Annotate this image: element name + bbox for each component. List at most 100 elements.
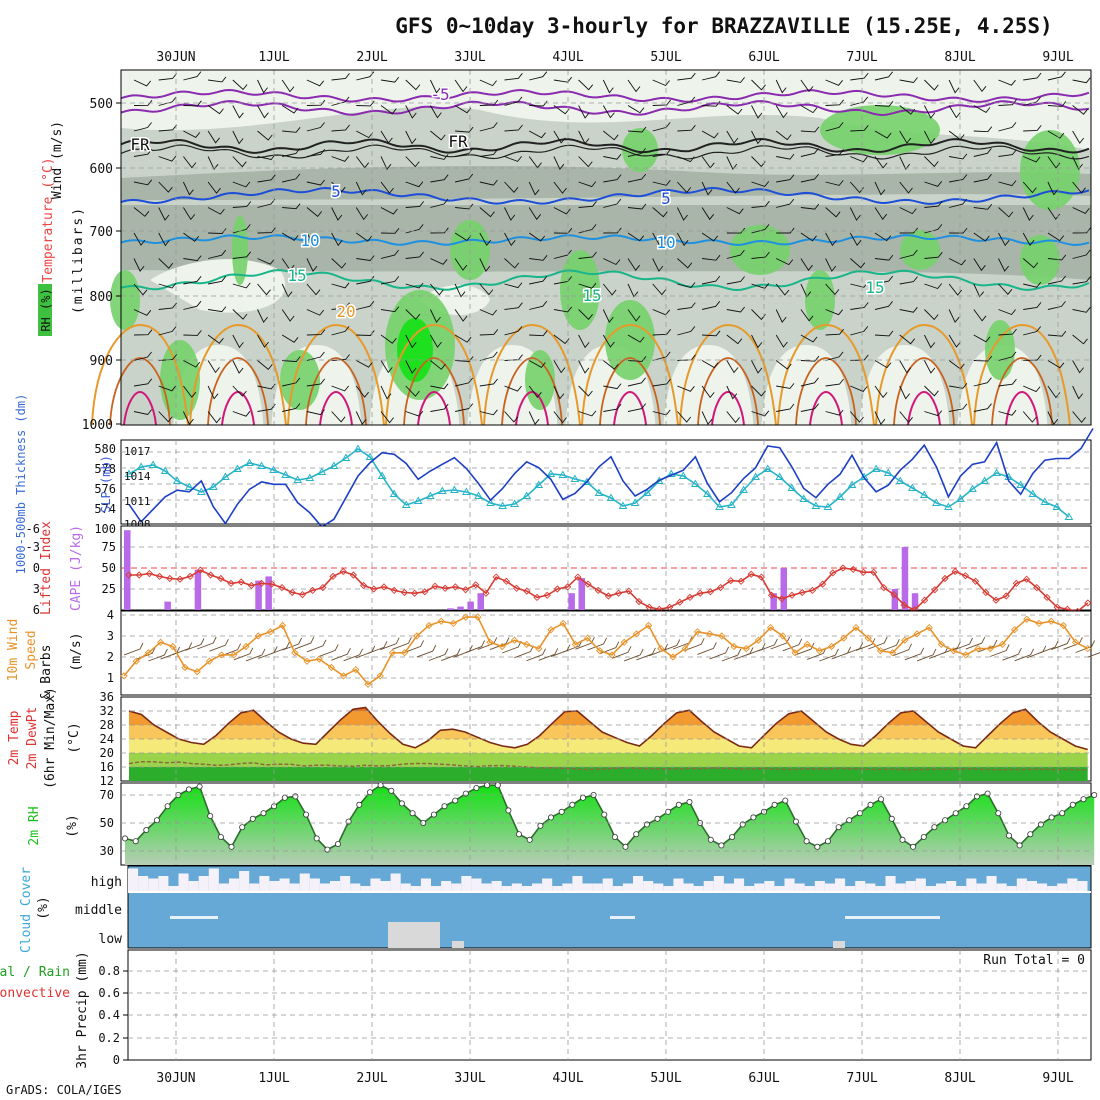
high-cloud-block [814, 881, 825, 891]
wind-barb [973, 148, 992, 157]
upper-air-wind-barbs [133, 71, 1091, 426]
thickness-line-point [895, 476, 905, 484]
lifted-index-line-point [584, 580, 592, 588]
wind-barb [504, 156, 522, 162]
temp-tick-label: 16 [100, 760, 114, 774]
cloud-level-label: middle [75, 903, 122, 918]
rh-moist-area [525, 350, 555, 410]
wind-barb [677, 302, 696, 310]
wind-barb [158, 96, 177, 106]
wind-barb [306, 283, 321, 296]
thickness-line-point [257, 461, 266, 469]
wind-barb [207, 249, 227, 259]
wind-barb [825, 180, 844, 186]
freezing-line [120, 137, 1090, 154]
wind-barb [380, 360, 393, 374]
wind10-barb [294, 636, 315, 650]
wind-barb [183, 300, 202, 310]
rh-line-point [153, 817, 160, 824]
wind10-speed-line-point [815, 647, 824, 655]
lifted-index-line-point [472, 581, 480, 589]
temp-tick-label: 12 [100, 774, 114, 788]
wind-barb [1023, 302, 1042, 310]
wind-barb [949, 153, 968, 160]
lifted-index-line-point [971, 577, 980, 585]
wind-barb [1072, 156, 1083, 170]
high-cloud-block [633, 876, 644, 891]
wind10-barb [1051, 637, 1071, 651]
wind-barb [405, 360, 417, 374]
isotherm-20 [973, 323, 1071, 426]
wind-barb [281, 283, 293, 298]
wind-barb [158, 354, 178, 361]
high-cloud-block [592, 883, 603, 891]
lifted-index-line-point [339, 567, 347, 576]
high-cloud-block [612, 886, 623, 891]
pressure-tick-label: 1000 [82, 418, 113, 433]
wind10-speed-line-point [144, 649, 153, 657]
thickness-line-point [727, 500, 736, 508]
temp-label-c: (6hr Min/Max) [43, 687, 58, 789]
wind10-barb [855, 638, 876, 651]
isotherm-label: -5 [430, 85, 449, 104]
wind10-series [120, 613, 1092, 688]
wind-barb [257, 130, 273, 141]
wind-barb [455, 126, 474, 133]
wind-barb [158, 258, 174, 269]
wind10-barb [1014, 648, 1035, 662]
wind-barb [208, 306, 227, 313]
wind-barb [207, 411, 221, 424]
wind-barb [455, 356, 474, 362]
rh-line-point [611, 834, 618, 841]
wind10-speed-line-point [498, 642, 506, 651]
wind-barb [948, 130, 965, 141]
wind10-speed-line-point [1035, 619, 1043, 628]
wind-barb [504, 124, 523, 132]
thickness-line-point [184, 482, 194, 490]
wind-barb [578, 224, 597, 234]
bottom-date-label: 6JUL [748, 1071, 779, 1086]
wind-barb [504, 411, 519, 423]
rh-line-point [388, 787, 395, 794]
wind-barb [282, 403, 301, 412]
wind-barb [924, 156, 939, 168]
wind-barb [356, 71, 375, 81]
wind-barb [183, 385, 197, 398]
cloud-units: (%) [36, 896, 51, 919]
wind-barb [1023, 354, 1042, 361]
wind-barb [553, 181, 567, 194]
rh-line-point [771, 801, 778, 808]
wind-barb [899, 156, 911, 170]
wind10-speed-line-point [522, 640, 531, 649]
wind-barb [726, 181, 740, 194]
wind-barb [627, 105, 645, 114]
wind-barb [208, 228, 227, 234]
top-date-label: 6JUL [748, 50, 779, 65]
rh-line-point [122, 835, 129, 842]
isotherm-label: FR [448, 132, 468, 151]
lifted-index-line-point [829, 569, 837, 577]
wind10-speed-line-point [632, 630, 641, 638]
wind-barb [800, 232, 817, 242]
wind-barb [1047, 411, 1059, 426]
wind-barb [776, 227, 795, 234]
thickness-line-point [992, 468, 1001, 476]
thickness-line-point [437, 486, 447, 494]
wind-barb [603, 258, 621, 266]
wind-barb [702, 330, 721, 337]
lifted-index-line-point [523, 587, 531, 595]
rh-line-point [1037, 821, 1044, 828]
wind-barb [973, 258, 986, 272]
wind10-speed-line-point [693, 628, 702, 636]
wind10-barb [526, 648, 547, 662]
low-cloud-block [452, 941, 464, 948]
wind-barb [874, 385, 888, 399]
wind-barb [405, 282, 424, 289]
lifted-index-line-point [206, 571, 215, 579]
wind-barb [133, 122, 152, 132]
high-cloud-block [986, 876, 997, 891]
wind10-tick-label: 2 [107, 650, 114, 664]
wind10-barb [660, 639, 681, 652]
temp-tick-label: 20 [100, 746, 114, 760]
cape-bar [770, 593, 777, 610]
